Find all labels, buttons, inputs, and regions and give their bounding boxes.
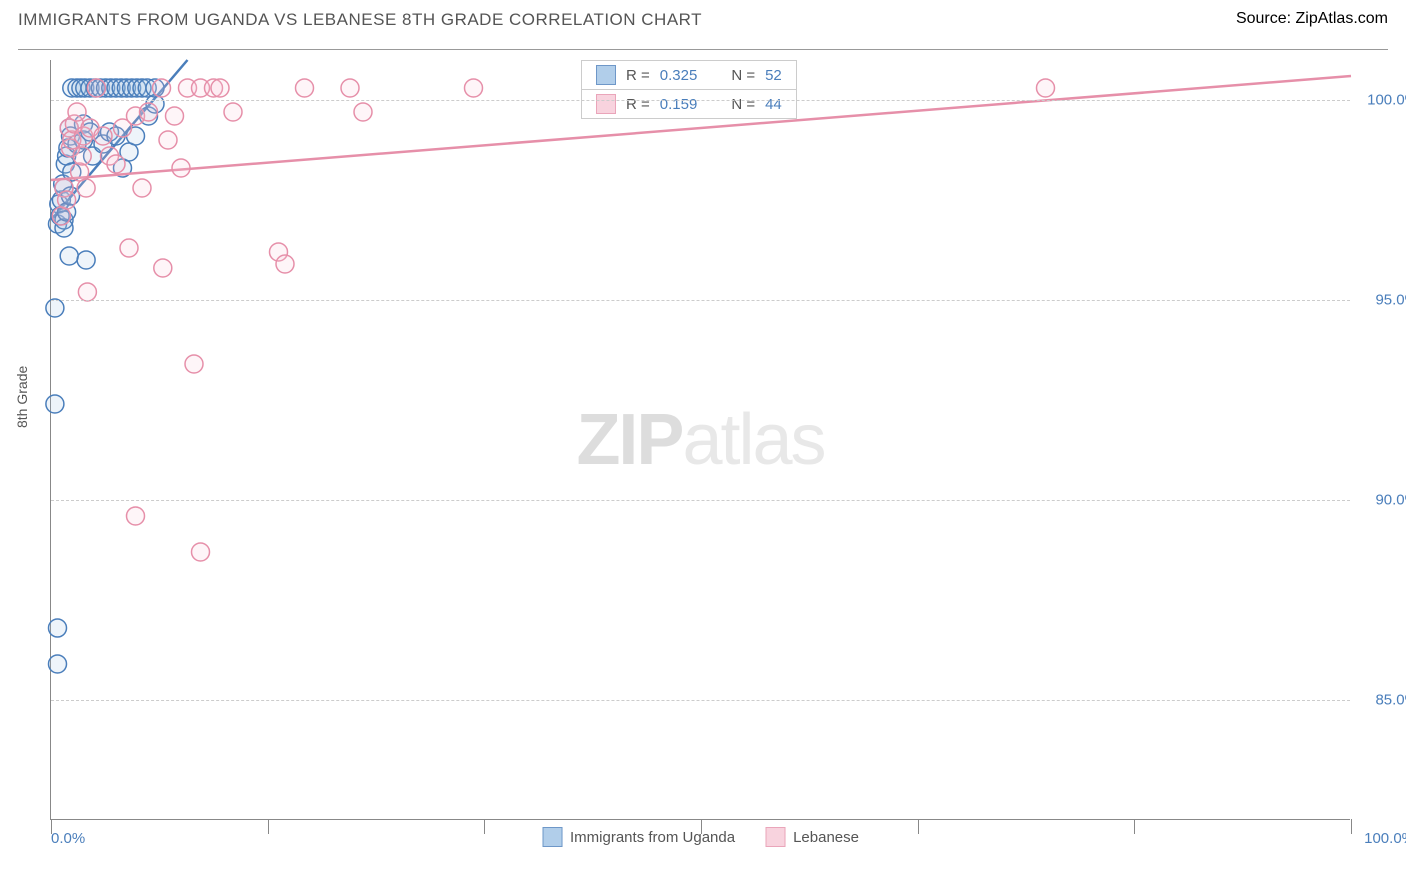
data-point-lebanese <box>94 127 112 145</box>
gridline-h <box>51 300 1350 301</box>
chart-title: IMMIGRANTS FROM UGANDA VS LEBANESE 8TH G… <box>18 10 702 30</box>
gridline-h <box>51 100 1350 101</box>
bottom-legend-label-uganda: Immigrants from Uganda <box>570 829 735 846</box>
x-tick-mark <box>701 819 702 834</box>
data-point-lebanese <box>354 103 372 121</box>
y-tick-label: 95.0% <box>1358 292 1406 309</box>
data-point-lebanese <box>68 103 86 121</box>
bottom-legend-item-lebanese: Lebanese <box>765 827 859 847</box>
bottom-legend-label-lebanese: Lebanese <box>793 829 859 846</box>
bottom-swatch-lebanese <box>765 827 785 847</box>
data-point-lebanese <box>154 259 172 277</box>
x-tick-left: 0.0% <box>51 830 85 847</box>
x-tick-right: 100.0% <box>1364 830 1406 847</box>
x-tick-mark <box>918 819 919 834</box>
data-point-lebanese <box>1037 79 1055 97</box>
r-label: R = <box>626 67 650 84</box>
n-label: N = <box>731 96 755 113</box>
data-point-lebanese <box>341 79 359 97</box>
data-point-lebanese <box>140 103 158 121</box>
data-point-lebanese <box>172 159 190 177</box>
data-point-lebanese <box>224 103 242 121</box>
data-point-lebanese <box>58 191 76 209</box>
source-name[interactable]: ZipAtlas.com <box>1296 10 1388 27</box>
bottom-legend-item-uganda: Immigrants from Uganda <box>542 827 735 847</box>
data-point-uganda <box>49 619 67 637</box>
source-label: Source: <box>1236 10 1291 27</box>
data-point-lebanese <box>192 543 210 561</box>
data-point-lebanese <box>296 79 314 97</box>
data-point-uganda <box>46 395 64 413</box>
data-point-lebanese <box>133 179 151 197</box>
data-point-lebanese <box>120 239 138 257</box>
x-tick-mark <box>51 819 52 834</box>
chart-svg <box>51 60 1350 819</box>
gridline-h <box>51 500 1350 501</box>
r-value-uganda: 0.325 <box>660 67 698 84</box>
y-axis-label: 8th Grade <box>14 366 30 428</box>
x-tick-mark <box>268 819 269 834</box>
n-value-uganda: 52 <box>765 67 782 84</box>
source-wrap: Source: ZipAtlas.com <box>1236 10 1388 28</box>
data-point-lebanese <box>465 79 483 97</box>
data-point-lebanese <box>153 79 171 97</box>
y-tick-label: 100.0% <box>1358 92 1406 109</box>
data-point-lebanese <box>73 147 91 165</box>
data-point-lebanese <box>166 107 184 125</box>
data-point-lebanese <box>159 131 177 149</box>
gridline-h <box>51 700 1350 701</box>
stat-row-lebanese: R = 0.159 N = 44 <box>582 89 796 118</box>
data-point-uganda <box>60 247 78 265</box>
data-point-lebanese <box>211 79 229 97</box>
legend-swatch-lebanese <box>596 94 616 114</box>
data-point-lebanese <box>52 207 70 225</box>
data-point-lebanese <box>78 283 96 301</box>
y-tick-label: 85.0% <box>1358 692 1406 709</box>
r-value-lebanese: 0.159 <box>660 96 698 113</box>
data-point-lebanese <box>88 79 106 97</box>
n-label: N = <box>731 67 755 84</box>
x-tick-mark <box>1134 819 1135 834</box>
data-point-lebanese <box>127 507 145 525</box>
data-point-lebanese <box>107 155 125 173</box>
x-tick-mark <box>484 819 485 834</box>
data-point-uganda <box>77 251 95 269</box>
r-label: R = <box>626 96 650 113</box>
stat-row-uganda: R = 0.325 N = 52 <box>582 61 796 89</box>
data-point-lebanese <box>276 255 294 273</box>
bottom-swatch-uganda <box>542 827 562 847</box>
n-value-lebanese: 44 <box>765 96 782 113</box>
plot-area: ZIPatlas R =0.325N =52R =0.159N =44 Immi… <box>50 60 1350 820</box>
y-tick-label: 90.0% <box>1358 492 1406 509</box>
data-point-lebanese <box>185 355 203 373</box>
legend-swatch-uganda <box>596 65 616 85</box>
data-point-lebanese <box>77 179 95 197</box>
chart-header: IMMIGRANTS FROM UGANDA VS LEBANESE 8TH G… <box>18 10 1388 50</box>
x-tick-mark <box>1351 819 1352 834</box>
stat-legend: R = 0.325 N = 52 R = 0.159 N = 44 <box>581 60 797 119</box>
data-point-uganda <box>46 299 64 317</box>
data-point-uganda <box>49 655 67 673</box>
